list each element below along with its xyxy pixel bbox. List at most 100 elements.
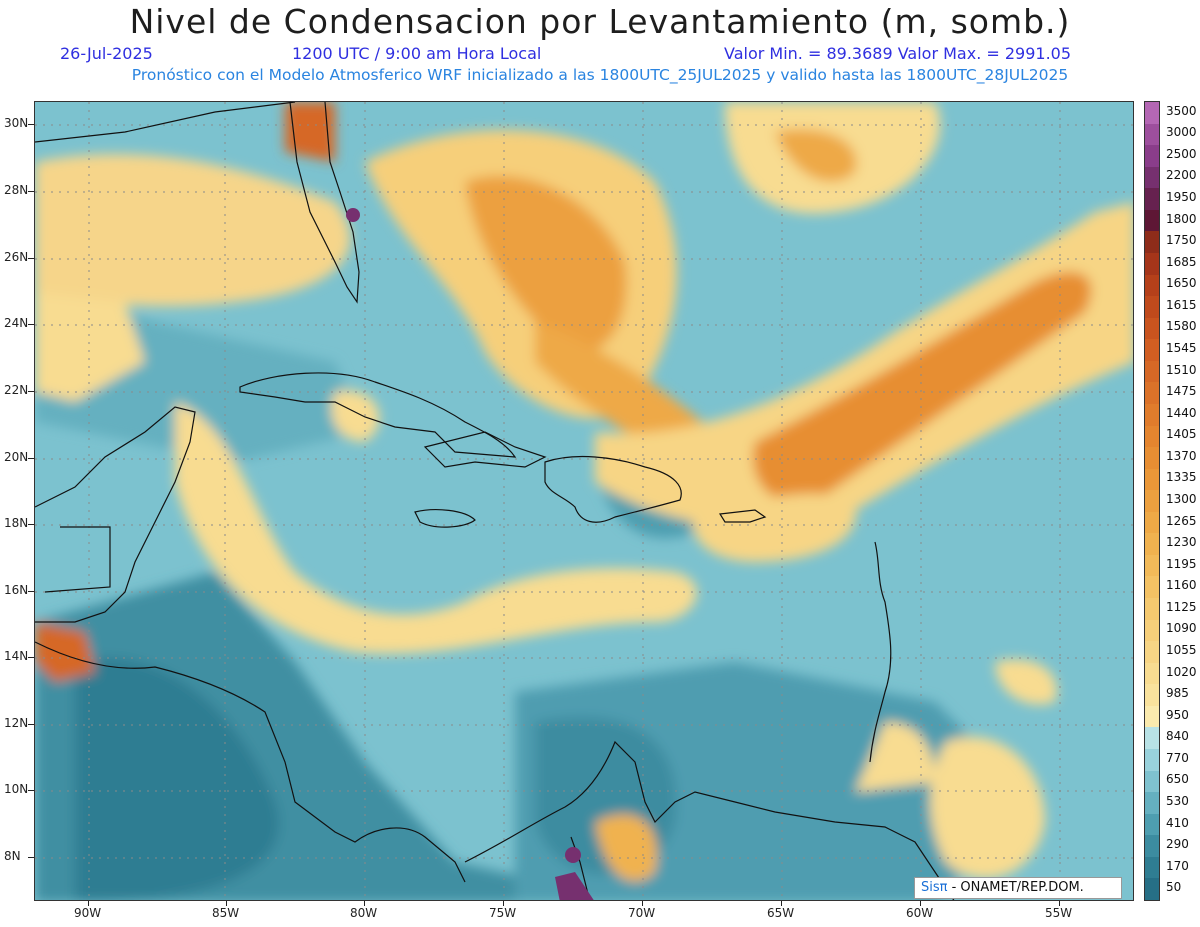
- colorbar-segment: [1145, 123, 1159, 146]
- coastlines: [35, 102, 955, 900]
- sispi-logo: Sisπ: [921, 880, 948, 895]
- lcl-map: [34, 101, 1134, 901]
- colorbar-label: 1580: [1166, 319, 1197, 334]
- colorbar-label: 1615: [1166, 297, 1197, 312]
- colorbar-segment: [1145, 296, 1159, 319]
- lon-label-90W: 90W: [74, 906, 102, 920]
- graticule: [35, 102, 1133, 900]
- lat-tick: [28, 790, 34, 791]
- colorbar-segment: [1145, 554, 1159, 577]
- lon-label-85W: 85W: [212, 906, 240, 920]
- lat-tick: [28, 657, 34, 658]
- colorbar-segment: [1145, 360, 1159, 383]
- colorbar-label: 650: [1166, 772, 1189, 787]
- colorbar-label: 840: [1166, 729, 1189, 744]
- colorbar-label: 1090: [1166, 621, 1197, 636]
- lat-label-22N: 22N: [4, 383, 29, 397]
- colorbar-label: 1950: [1166, 190, 1197, 205]
- lat-label-14N: 14N: [4, 649, 29, 663]
- colorbar-segment: [1145, 878, 1159, 901]
- colorbar-segment: [1145, 447, 1159, 470]
- colorbar-label: 2200: [1166, 168, 1197, 183]
- lon-tick: [88, 901, 89, 906]
- colorbar-segment: [1145, 813, 1159, 836]
- colorbar-segment: [1145, 792, 1159, 815]
- credit-text: - ONAMET/REP.DOM.: [947, 880, 1084, 895]
- lon-label-60W: 60W: [906, 906, 934, 920]
- colorbar-segment: [1145, 856, 1159, 879]
- colorbar-label: 1160: [1166, 578, 1197, 593]
- credit-box: Sisπ - ONAMET/REP.DOM.: [914, 877, 1122, 899]
- spot-colombia: [565, 847, 581, 863]
- colorbar-segment: [1145, 231, 1159, 254]
- forecast-date: 26-Jul-2025: [60, 44, 153, 63]
- colorbar-segment: [1145, 662, 1159, 685]
- colorbar-label: 1685: [1166, 254, 1197, 269]
- colorbar-label: 410: [1166, 815, 1189, 830]
- lon-tick: [781, 901, 782, 906]
- min-max-values: Valor Min. = 89.3689 Valor Max. = 2991.0…: [724, 44, 1072, 63]
- field-shading: [35, 102, 1133, 900]
- colorbar-segment: [1145, 727, 1159, 750]
- colorbar-segment: [1145, 619, 1159, 642]
- colorbar-segment: [1145, 770, 1159, 793]
- lat-label-12N: 12N: [4, 716, 29, 730]
- colorbar-segment: [1145, 274, 1159, 297]
- colorbar-segment: [1145, 641, 1159, 664]
- lat-tick: [28, 524, 34, 525]
- colorbar-segment: [1145, 576, 1159, 599]
- colorbar-segment: [1145, 339, 1159, 362]
- colorbar-segment: [1145, 490, 1159, 513]
- lat-tick: [28, 258, 34, 259]
- colorbar-segment: [1145, 102, 1159, 125]
- colorbar-label: 2500: [1166, 146, 1197, 161]
- spot-colombia-south: [555, 872, 594, 900]
- colorbar-label: 950: [1166, 707, 1189, 722]
- lon-tick: [226, 901, 227, 906]
- lat-tick: [28, 191, 34, 192]
- colorbar-label: 1510: [1166, 362, 1197, 377]
- colorbar-segment: [1145, 749, 1159, 772]
- colorbar-label: 1195: [1166, 556, 1197, 571]
- colorbar-label: 1800: [1166, 211, 1197, 226]
- lat-tick: [28, 724, 34, 725]
- colorbar-label: 170: [1166, 858, 1189, 873]
- lat-label-24N: 24N: [4, 316, 29, 330]
- colorbar-label: 1300: [1166, 492, 1197, 506]
- colorbar-segment: [1145, 705, 1159, 728]
- colorbar-label: 3500: [1166, 103, 1197, 118]
- colorbar-label: 50: [1166, 880, 1182, 895]
- lat-label-18N: 18N: [4, 516, 29, 530]
- lat-label-30N: 30N: [4, 116, 29, 130]
- colorbar-segment: [1145, 382, 1159, 405]
- lat-label-8N: 8N: [4, 849, 21, 863]
- lat-tick: [28, 324, 34, 325]
- colorbar-label: 1265: [1166, 513, 1197, 528]
- colorbar-segment: [1145, 425, 1159, 448]
- colorbar-segment: [1145, 188, 1159, 211]
- colorbar-segment: [1145, 533, 1159, 556]
- colorbar-segment: [1145, 403, 1159, 426]
- map-canvas: [35, 102, 1133, 900]
- forecast-time: 1200 UTC / 9:00 am Hora Local: [292, 44, 542, 63]
- colorbar-segment: [1145, 252, 1159, 276]
- colorbar-segment: [1145, 166, 1159, 189]
- colorbar: [1144, 101, 1160, 901]
- lat-tick: [28, 391, 34, 392]
- colorbar-segment: [1145, 598, 1159, 621]
- colorbar-segment: [1145, 145, 1159, 168]
- colorbar-label: 530: [1166, 793, 1189, 808]
- spot-florida: [346, 208, 360, 222]
- lat-tick: [28, 591, 34, 592]
- colorbar-label: 1475: [1166, 384, 1197, 399]
- lon-label-80W: 80W: [350, 906, 378, 920]
- lon-label-70W: 70W: [628, 906, 656, 920]
- map-title: Nivel de Condensacion por Levantamiento …: [129, 2, 1071, 41]
- colorbar-label: 770: [1166, 750, 1189, 765]
- colorbar-label: 1125: [1166, 599, 1197, 614]
- model-note: Pronóstico con el Modelo Atmosferico WRF…: [131, 66, 1069, 84]
- lon-label-75W: 75W: [489, 906, 517, 920]
- colorbar-segment: [1145, 209, 1159, 232]
- colorbar-label: 985: [1166, 686, 1189, 701]
- lon-tick: [920, 901, 921, 906]
